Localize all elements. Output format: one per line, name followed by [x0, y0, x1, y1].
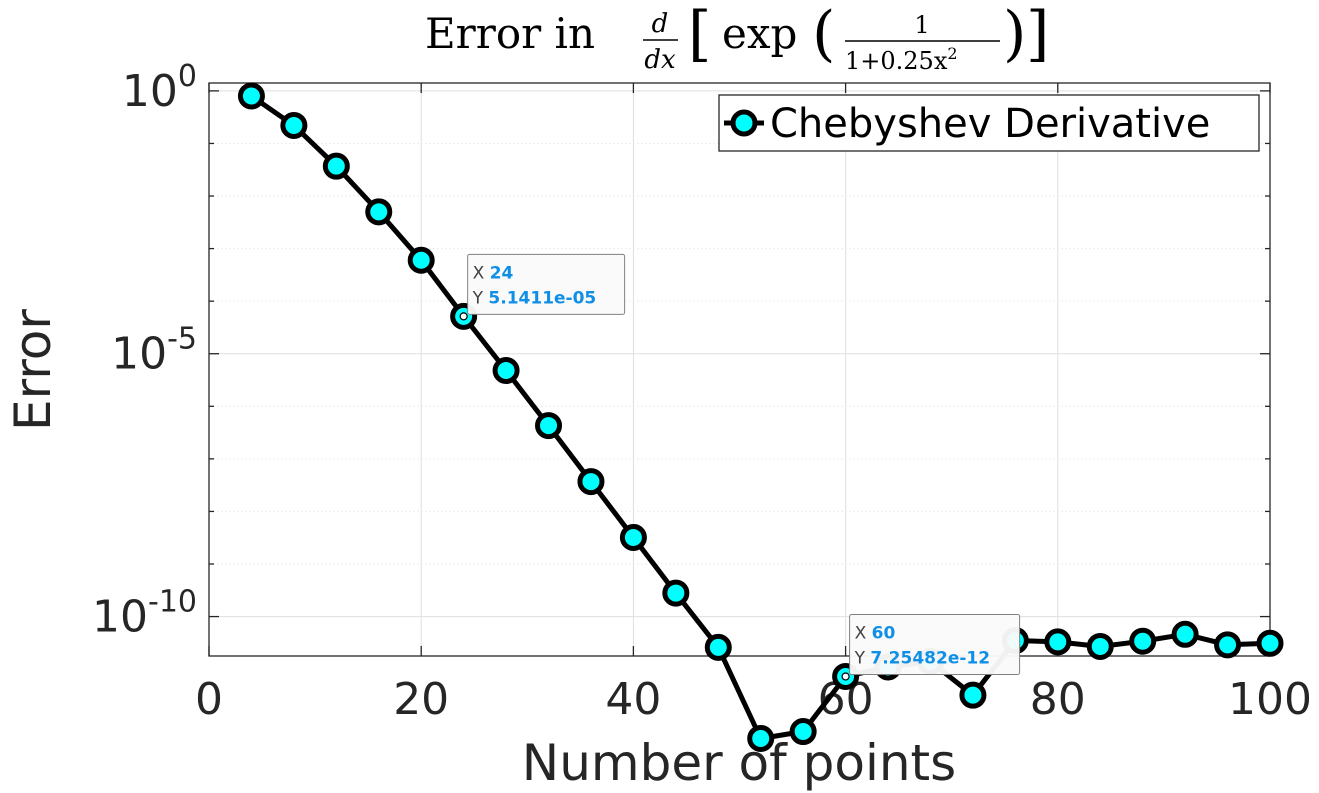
data-point[interactable] — [1044, 628, 1072, 656]
data-point[interactable] — [747, 724, 775, 752]
x-tick-label: 80 — [1030, 674, 1086, 725]
data-point[interactable] — [535, 412, 563, 440]
legend-label: Chebyshev Derivative — [770, 101, 1210, 147]
title-right-bracket: ] — [1026, 0, 1049, 69]
title-derivative-denominator: dx — [644, 45, 676, 75]
data-point[interactable] — [1256, 629, 1284, 657]
datatip-x-row: X 24 — [473, 263, 514, 283]
y-axis-title: Error — [4, 309, 62, 431]
data-point[interactable] — [322, 152, 350, 180]
y-tick-label: 10-5 — [111, 322, 197, 380]
datatip-y-row: Y 7.25482e-12 — [854, 648, 990, 668]
legend-marker-swatch — [730, 109, 758, 137]
datatip-x-row: X 60 — [855, 623, 896, 643]
title-left-paren: ( — [812, 0, 835, 69]
datatip-box — [467, 253, 626, 315]
title-prefix: Error in — [425, 9, 595, 58]
x-tick-label: 40 — [605, 674, 661, 725]
data-point[interactable] — [662, 579, 690, 607]
data-point[interactable] — [280, 111, 308, 139]
title-fraction-numerator: 1 — [914, 11, 929, 39]
y-tick-labels: 100 10-5 10-10 — [92, 59, 197, 643]
title-derivative-numerator: d — [652, 9, 669, 39]
legend-box — [718, 94, 1260, 152]
datatip-anchor — [841, 672, 850, 681]
data-point[interactable] — [365, 198, 393, 226]
data-point[interactable] — [492, 356, 520, 384]
data-point[interactable] — [619, 523, 647, 551]
axes-box — [208, 82, 1271, 657]
data-point[interactable] — [704, 633, 732, 661]
data-point[interactable] — [407, 246, 435, 274]
chart-title: Error in d dx [ exp ( 1 1+0.25x2 ) ] — [425, 0, 1049, 75]
x-tick-label: 0 — [195, 674, 223, 725]
data-point[interactable] — [577, 468, 605, 496]
y-tick-label: 10-10 — [92, 585, 197, 643]
data-point[interactable] — [1214, 631, 1242, 659]
title-function: exp — [722, 9, 797, 58]
plot-area — [209, 83, 1270, 656]
title-fraction-denominator: 1+0.25x2 — [845, 44, 958, 75]
data-point[interactable] — [1129, 627, 1157, 655]
datatip[interactable]: X 24 Y 5.1411e-05 — [459, 253, 626, 321]
data-point[interactable] — [1171, 620, 1199, 648]
datatip-y-row: Y 5.1411e-05 — [472, 288, 597, 308]
datatip[interactable]: X 60 Y 7.25482e-12 — [841, 613, 1021, 681]
datatip-anchor — [459, 312, 468, 321]
data-point[interactable] — [789, 718, 817, 746]
title-right-paren: ) — [1003, 0, 1026, 69]
datatip-box — [849, 613, 1021, 675]
datatips[interactable]: X 24 Y 5.1411e-05 X 60 Y 7.25482e-12 — [459, 253, 1021, 681]
y-tick-label: 100 — [122, 59, 197, 117]
title-left-bracket: [ — [688, 0, 711, 69]
x-tick-label: 20 — [393, 674, 449, 725]
x-axis-title: Number of points — [522, 734, 956, 792]
legend: Chebyshev Derivative — [718, 94, 1260, 152]
data-point[interactable] — [959, 681, 987, 709]
x-tick-label: 100 — [1228, 674, 1312, 725]
data-point[interactable] — [1086, 632, 1114, 660]
data-point[interactable] — [237, 82, 265, 110]
